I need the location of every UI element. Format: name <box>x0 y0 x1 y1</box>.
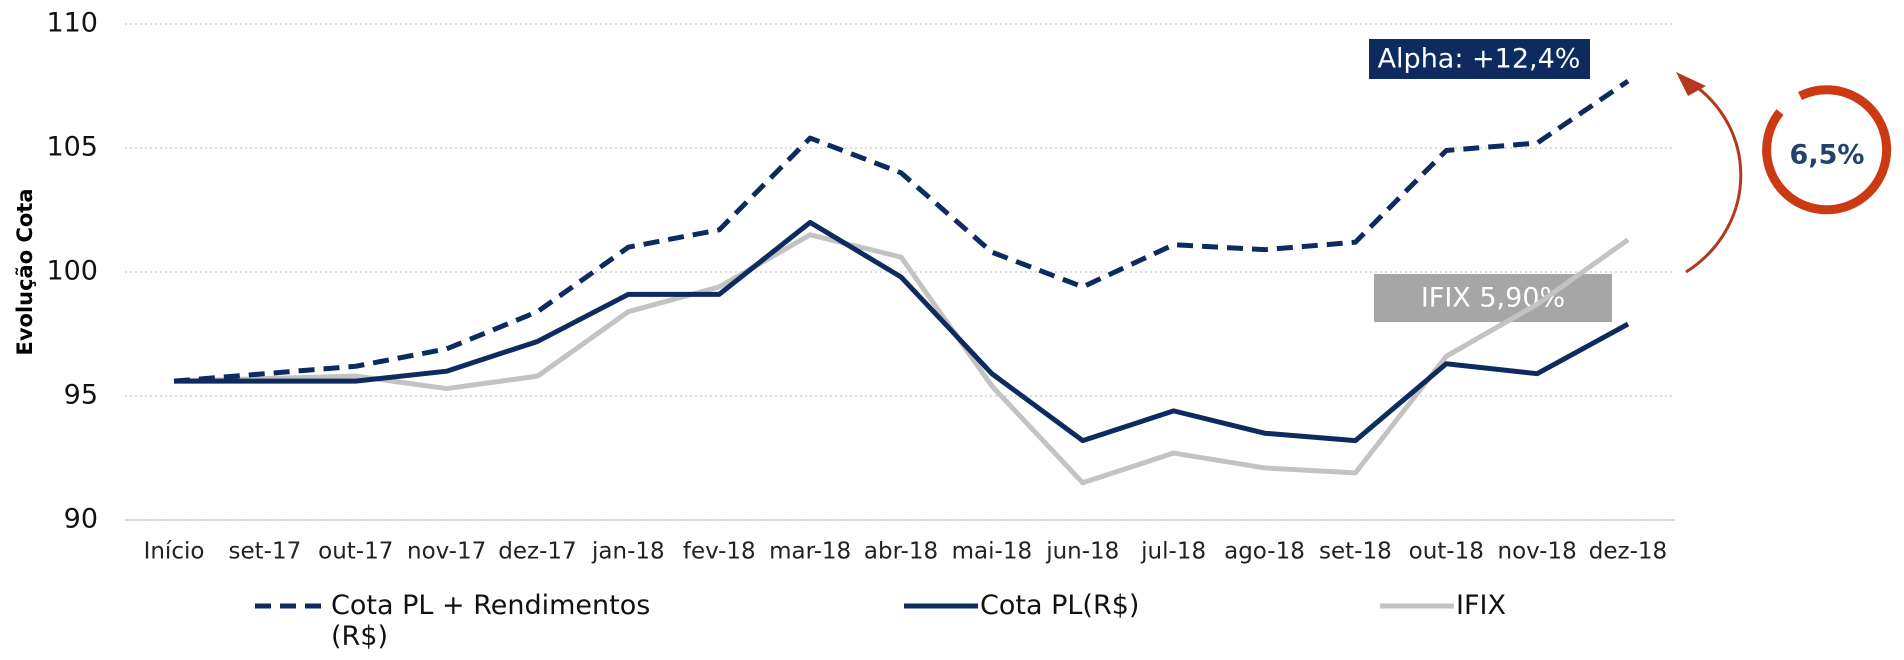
y-tick-label: 90 <box>64 504 98 535</box>
series-line <box>174 81 1628 381</box>
x-tick-label: fev-18 <box>683 539 756 565</box>
x-tick-label: ago-18 <box>1224 539 1305 565</box>
y-axis-label: Evolução Cota <box>13 188 37 355</box>
legend-label: IFIX <box>1456 590 1506 621</box>
y-tick-label: 110 <box>46 8 98 39</box>
legend-swatch <box>902 594 980 618</box>
annotation: 6,5% <box>1790 140 1865 171</box>
annotation: Alpha: +12,4% <box>1378 44 1581 75</box>
y-tick-label: 95 <box>64 380 98 411</box>
x-tick-label: mar-18 <box>769 539 851 565</box>
x-tick-label: set-17 <box>229 539 302 565</box>
x-tick-label: dez-18 <box>1589 539 1667 565</box>
legend-label: Cota PL(R$) <box>980 590 1139 621</box>
x-tick-label: nov-17 <box>407 539 486 565</box>
x-tick-label: mai-18 <box>952 539 1032 565</box>
chart: Evolução Cota Alpha: +12,4% IFIX 5,90% 6… <box>0 0 1904 660</box>
y-tick-label: 105 <box>46 132 98 163</box>
legend-item: IFIX <box>1378 590 1678 621</box>
x-tick-label: out-18 <box>1409 539 1484 565</box>
arrow <box>1680 76 1741 272</box>
y-tick-label: 100 <box>46 256 98 287</box>
legend-swatch <box>253 594 331 618</box>
legend-item: Cota PL(R$) <box>902 590 1202 621</box>
legend-item: Cota PL + Rendimentos (R$) <box>253 590 683 652</box>
x-tick-label: Início <box>144 539 205 565</box>
legend-swatch <box>1378 594 1456 618</box>
x-tick-label: dez-17 <box>498 539 576 565</box>
x-tick-label: jul-18 <box>1140 539 1206 565</box>
x-tick-label: abr-18 <box>864 539 938 565</box>
x-tick-label: jun-18 <box>1045 539 1119 565</box>
legend-label: Cota PL + Rendimentos (R$) <box>331 590 671 652</box>
x-tick-label: out-17 <box>318 539 393 565</box>
x-tick-label: nov-18 <box>1498 539 1577 565</box>
x-tick-label: set-18 <box>1319 539 1392 565</box>
x-tick-label: jan-18 <box>591 539 665 565</box>
page: Evolução Cota Alpha: +12,4% IFIX 5,90% 6… <box>0 0 1904 660</box>
